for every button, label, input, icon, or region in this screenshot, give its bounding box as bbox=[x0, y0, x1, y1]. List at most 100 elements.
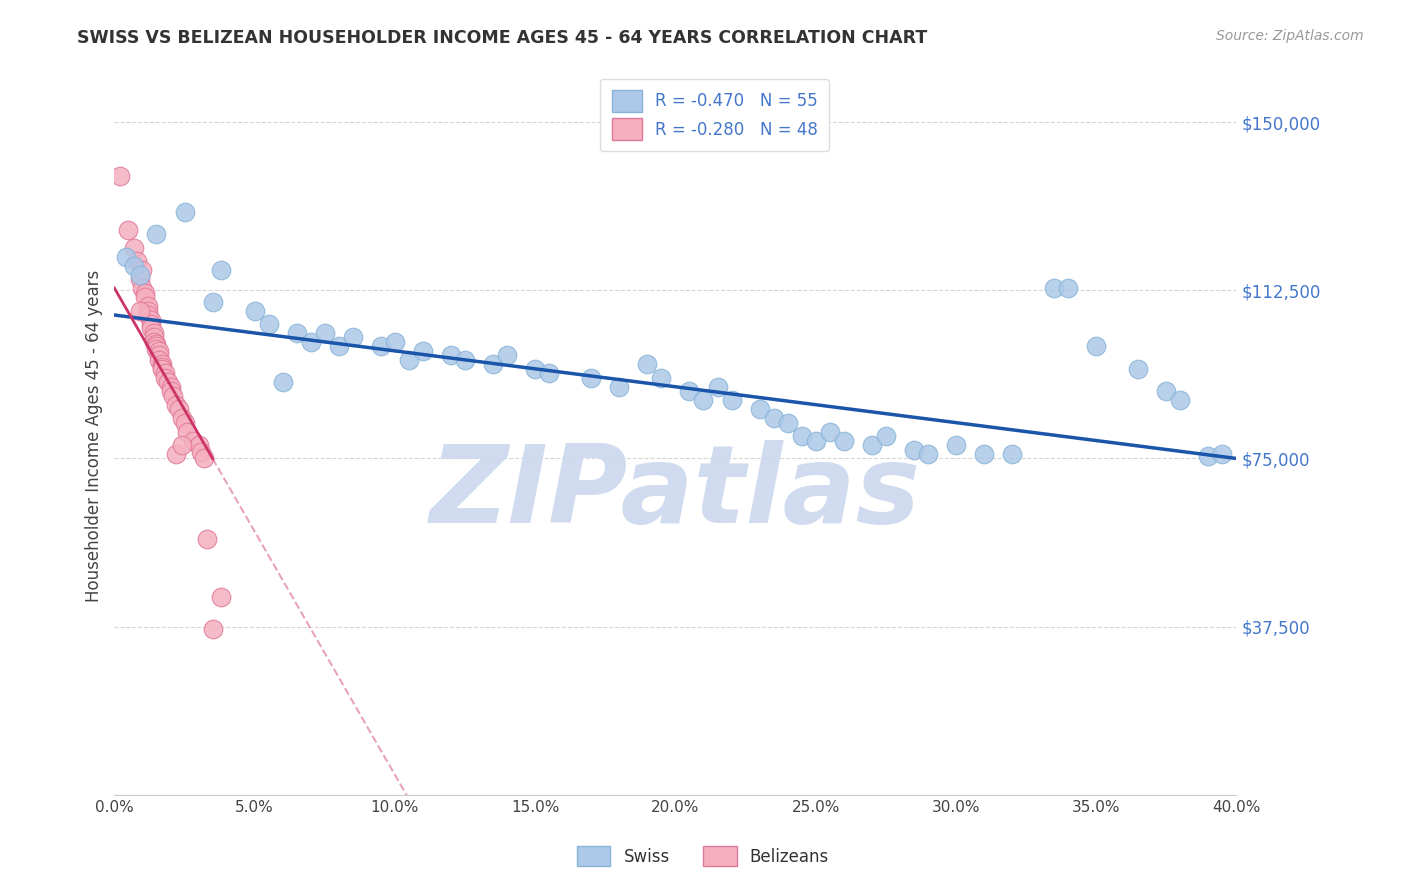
Point bbox=[973, 447, 995, 461]
Point bbox=[145, 342, 167, 356]
Point bbox=[134, 290, 156, 304]
Text: SWISS VS BELIZEAN HOUSEHOLDER INCOME AGES 45 - 64 YEARS CORRELATION CHART: SWISS VS BELIZEAN HOUSEHOLDER INCOME AGE… bbox=[77, 29, 928, 46]
Point bbox=[156, 376, 179, 390]
Point bbox=[209, 591, 232, 605]
Y-axis label: Householder Income Ages 45 - 64 years: Householder Income Ages 45 - 64 years bbox=[86, 270, 103, 602]
Point bbox=[181, 434, 204, 448]
Point bbox=[150, 357, 173, 371]
Point bbox=[114, 250, 136, 264]
Point bbox=[145, 339, 167, 353]
Point bbox=[875, 429, 897, 443]
Point bbox=[125, 254, 148, 268]
Point bbox=[139, 321, 162, 335]
Point bbox=[678, 384, 700, 399]
Point bbox=[692, 393, 714, 408]
Point bbox=[804, 434, 827, 448]
Point bbox=[636, 357, 658, 371]
Point bbox=[271, 376, 294, 390]
Point bbox=[201, 294, 224, 309]
Point bbox=[187, 438, 209, 452]
Point bbox=[139, 317, 162, 331]
Point bbox=[748, 402, 770, 417]
Point bbox=[482, 357, 505, 371]
Point bbox=[148, 348, 170, 362]
Point bbox=[145, 227, 167, 242]
Text: Source: ZipAtlas.com: Source: ZipAtlas.com bbox=[1216, 29, 1364, 43]
Point bbox=[170, 438, 193, 452]
Point bbox=[1170, 393, 1192, 408]
Point bbox=[496, 348, 519, 362]
Point bbox=[314, 326, 336, 340]
Point bbox=[370, 339, 392, 353]
Point bbox=[142, 326, 165, 340]
Point bbox=[193, 451, 215, 466]
Point bbox=[150, 359, 173, 374]
Point bbox=[159, 384, 181, 399]
Point bbox=[162, 389, 184, 403]
Point bbox=[134, 285, 156, 300]
Text: ZIPatlas: ZIPatlas bbox=[430, 441, 921, 547]
Point bbox=[790, 429, 813, 443]
Point bbox=[917, 447, 939, 461]
Point bbox=[412, 343, 434, 358]
Point bbox=[650, 371, 672, 385]
Point bbox=[762, 411, 785, 425]
Point bbox=[131, 263, 153, 277]
Legend: Swiss, Belizeans: Swiss, Belizeans bbox=[571, 839, 835, 873]
Point bbox=[1043, 281, 1066, 295]
Point bbox=[117, 223, 139, 237]
Point bbox=[142, 334, 165, 349]
Point bbox=[148, 343, 170, 358]
Point bbox=[195, 532, 218, 546]
Point bbox=[538, 367, 561, 381]
Point bbox=[108, 169, 131, 183]
Point bbox=[176, 425, 198, 439]
Point bbox=[1085, 339, 1108, 353]
Point bbox=[1197, 449, 1219, 463]
Point bbox=[167, 402, 190, 417]
Point bbox=[122, 241, 145, 255]
Point bbox=[860, 438, 883, 452]
Point bbox=[201, 622, 224, 636]
Point bbox=[1057, 281, 1080, 295]
Point bbox=[128, 303, 150, 318]
Point bbox=[1128, 361, 1150, 376]
Point bbox=[148, 352, 170, 367]
Point bbox=[142, 330, 165, 344]
Point bbox=[818, 425, 841, 439]
Point bbox=[581, 371, 603, 385]
Point bbox=[285, 326, 308, 340]
Point bbox=[706, 380, 728, 394]
Point bbox=[945, 438, 967, 452]
Point bbox=[136, 299, 159, 313]
Point bbox=[165, 398, 187, 412]
Point bbox=[257, 317, 280, 331]
Point bbox=[170, 411, 193, 425]
Point bbox=[1156, 384, 1178, 399]
Point bbox=[128, 268, 150, 282]
Point bbox=[153, 371, 176, 385]
Point bbox=[1001, 447, 1024, 461]
Point bbox=[209, 263, 232, 277]
Point bbox=[398, 352, 420, 367]
Point bbox=[153, 367, 176, 381]
Point bbox=[145, 337, 167, 351]
Point bbox=[139, 312, 162, 326]
Point bbox=[165, 447, 187, 461]
Point bbox=[440, 348, 463, 362]
Point bbox=[776, 416, 799, 430]
Point bbox=[173, 416, 195, 430]
Point bbox=[607, 380, 630, 394]
Point bbox=[720, 393, 742, 408]
Point bbox=[1211, 447, 1233, 461]
Point bbox=[454, 352, 477, 367]
Legend: R = -0.470   N = 55, R = -0.280   N = 48: R = -0.470 N = 55, R = -0.280 N = 48 bbox=[600, 78, 830, 152]
Point bbox=[173, 205, 195, 219]
Point bbox=[384, 334, 406, 349]
Point bbox=[832, 434, 855, 448]
Point bbox=[190, 444, 212, 458]
Point bbox=[131, 281, 153, 295]
Point bbox=[903, 442, 925, 457]
Point bbox=[299, 334, 322, 349]
Point bbox=[136, 308, 159, 322]
